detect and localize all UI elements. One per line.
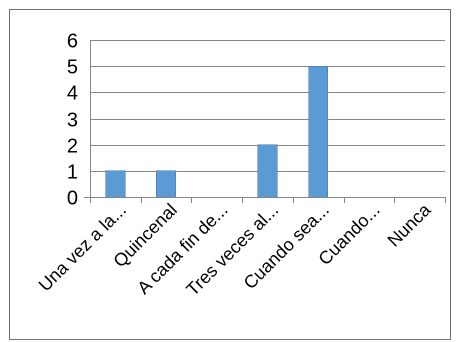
bar [257, 144, 278, 198]
y-tick-label: 1 [67, 162, 78, 184]
bar [308, 65, 329, 198]
axes [84, 40, 446, 203]
y-tick-label: 6 [67, 31, 78, 53]
y-tick-label: 3 [67, 110, 78, 132]
y-tick-label: 4 [67, 83, 78, 105]
bars [105, 65, 329, 198]
y-tick-label: 0 [67, 188, 78, 210]
y-tick-label: 5 [67, 57, 78, 79]
y-tick-labels: 0 1 2 3 4 5 6 [67, 31, 78, 210]
y-tick-label: 2 [67, 136, 78, 158]
gridlines [90, 40, 445, 172]
bar [105, 170, 126, 198]
chart-frame [9, 9, 451, 340]
bar [156, 170, 176, 198]
